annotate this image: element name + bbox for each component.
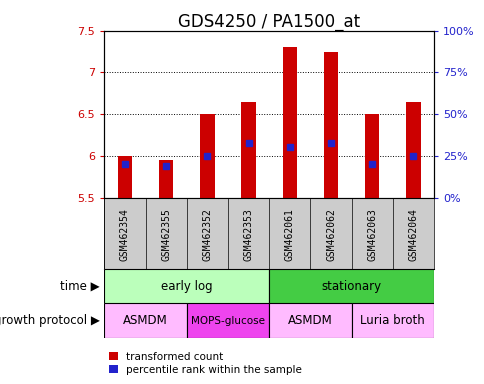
Text: Luria broth: Luria broth <box>360 314 424 327</box>
Bar <box>269 269 433 303</box>
Title: GDS4250 / PA1500_at: GDS4250 / PA1500_at <box>178 13 360 31</box>
Text: GSM462062: GSM462062 <box>325 209 335 261</box>
Text: early log: early log <box>161 280 212 293</box>
Text: GSM462064: GSM462064 <box>408 209 418 261</box>
Bar <box>351 303 433 338</box>
Bar <box>323 51 337 198</box>
Text: time ▶: time ▶ <box>60 280 99 293</box>
Bar <box>118 156 132 198</box>
Bar <box>364 114 378 198</box>
Text: MOPS-glucose: MOPS-glucose <box>191 316 264 326</box>
Text: GSM462063: GSM462063 <box>366 209 377 261</box>
Bar <box>159 160 173 198</box>
Text: GSM462352: GSM462352 <box>202 209 212 261</box>
Text: growth protocol ▶: growth protocol ▶ <box>0 314 99 327</box>
Text: ASMDM: ASMDM <box>287 314 332 327</box>
Text: ASMDM: ASMDM <box>123 314 167 327</box>
Text: GSM462355: GSM462355 <box>161 209 171 261</box>
Bar <box>241 102 255 198</box>
Bar <box>200 114 214 198</box>
Bar <box>104 269 269 303</box>
Text: GSM462354: GSM462354 <box>120 209 130 261</box>
Bar <box>186 303 269 338</box>
Text: GSM462353: GSM462353 <box>243 209 253 261</box>
Bar <box>406 102 420 198</box>
Bar <box>269 303 351 338</box>
Bar <box>104 303 186 338</box>
Legend: transformed count, percentile rank within the sample: transformed count, percentile rank withi… <box>109 352 302 375</box>
Text: stationary: stationary <box>321 280 381 293</box>
Text: GSM462061: GSM462061 <box>284 209 294 261</box>
Bar <box>282 47 296 198</box>
